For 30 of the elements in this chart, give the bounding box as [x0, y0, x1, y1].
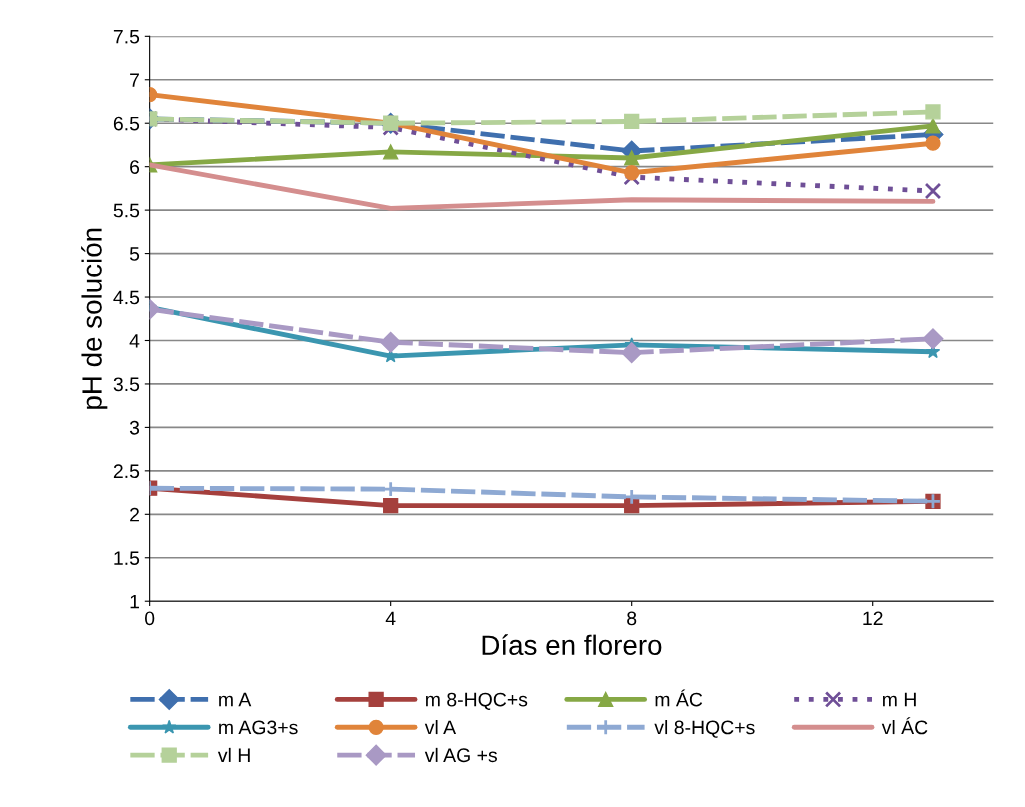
y-tick-label: 5.5 — [113, 203, 140, 218]
y-tick-label: 5 — [129, 247, 140, 261]
legend-label: m AG3+s — [219, 720, 298, 735]
y-tick-label: 4.5 — [113, 290, 140, 305]
legend-label: vl 8-HQC+s — [654, 720, 755, 738]
x-tick-label: 4 — [385, 611, 396, 626]
legend-label: vl H — [217, 747, 250, 762]
y-axis-title: pH de solución — [81, 228, 108, 409]
y-tick-label: 3.5 — [113, 377, 140, 392]
y-tick-label: 7.5 — [113, 29, 140, 44]
y-tick-label: 4 — [129, 334, 140, 348]
legend-label: vl ÁC — [881, 717, 928, 735]
y-tick-label: 2.5 — [113, 464, 140, 479]
x-tick-label: 8 — [627, 611, 637, 626]
x-tick-label: 12 — [863, 611, 883, 626]
y-tick-label: 6.5 — [113, 116, 140, 131]
legend-label: m ÁC — [655, 689, 703, 707]
y-tick-label: 7 — [130, 73, 139, 87]
y-tick-label: 3 — [129, 420, 140, 435]
y-tick-label: 1.5 — [114, 551, 140, 565]
y-tick-label: 2 — [130, 507, 139, 522]
legend-label: m 8-HQC+s — [426, 692, 528, 710]
legend-label: m A — [219, 692, 252, 707]
y-tick-label: 6 — [130, 160, 140, 174]
legend-label: vl AG +s — [424, 747, 497, 763]
legend-label: m H — [883, 692, 916, 707]
x-tick-label: 0 — [145, 611, 155, 626]
legend-label: vl A — [424, 720, 457, 735]
x-axis-title: Días en florero — [482, 634, 662, 656]
y-tick-label: 1 — [130, 594, 139, 609]
